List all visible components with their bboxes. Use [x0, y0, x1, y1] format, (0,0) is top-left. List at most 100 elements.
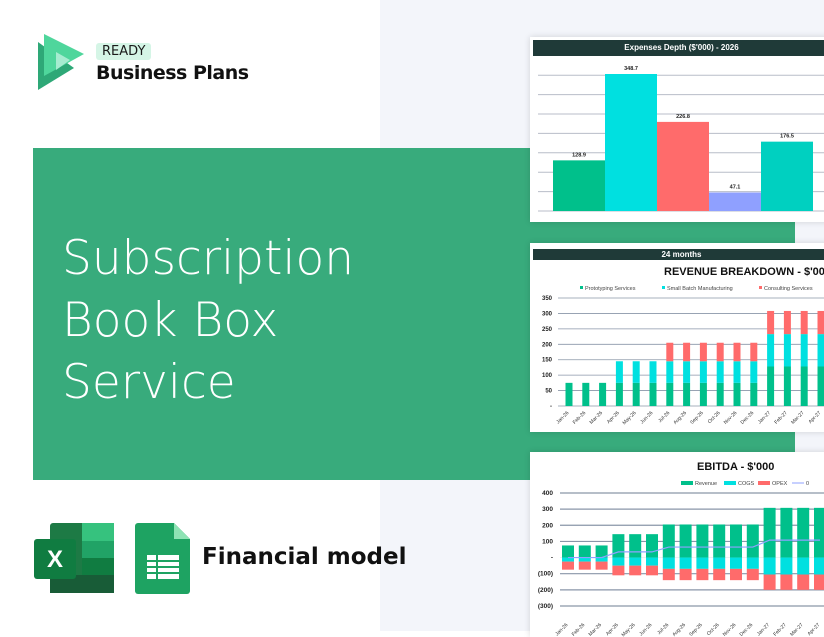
x-tick-label: Jan-27: [756, 622, 771, 637]
data-label: 348.7: [624, 66, 638, 72]
x-tick-label: May-26: [621, 622, 637, 637]
legend-swatch: [681, 481, 693, 485]
bar-segment: [633, 383, 640, 406]
bar-segment: [616, 361, 623, 383]
bar-segment: [579, 558, 591, 562]
x-tick-label: Jun-26: [638, 622, 653, 637]
y-tick-label: 100: [542, 373, 553, 379]
data-label: 176.5: [780, 134, 794, 140]
legend-swatch: [758, 481, 770, 485]
x-tick-label: Apr-27: [808, 410, 823, 425]
bar-segment: [767, 367, 774, 406]
bar-segment: [696, 569, 708, 580]
data-label: 226.8: [676, 114, 690, 120]
bar-segment: [629, 534, 641, 557]
x-tick-label: Apr-26: [606, 410, 621, 425]
x-tick-label: Aug-26: [671, 622, 687, 637]
x-tick-label: Mar-27: [790, 410, 806, 426]
bar-segment: [616, 383, 623, 406]
bar-segment: [629, 566, 641, 576]
brand-name: Business Plans: [96, 62, 249, 84]
bar: [553, 160, 605, 211]
y-tick-label: 100: [542, 538, 553, 545]
brand-logo-icon: [34, 32, 90, 94]
bar-segment: [680, 569, 692, 580]
y-tick-label: 200: [542, 522, 553, 529]
bar-segment: [767, 334, 774, 366]
bar-segment: [646, 534, 658, 557]
bar-segment: [562, 562, 574, 570]
bar-segment: [750, 343, 757, 362]
bar-segment: [612, 558, 624, 566]
bar: [657, 122, 709, 211]
bar-segment: [646, 566, 658, 576]
x-tick-label: Jan-27: [757, 410, 772, 425]
y-tick-label: (200): [538, 587, 553, 594]
x-tick-label: Dec-26: [739, 622, 755, 637]
y-tick-label: 300: [542, 311, 553, 317]
y-tick-label: 250: [542, 327, 553, 333]
bar-segment: [764, 558, 776, 575]
bar-segment: [666, 343, 673, 362]
bar-segment: [784, 334, 791, 366]
data-label: 47.1: [730, 184, 741, 190]
y-tick-label: 300: [542, 506, 553, 513]
x-tick-label: Oct-26: [707, 410, 722, 425]
bar-segment: [797, 508, 809, 558]
x-tick-label: Jan-26: [554, 622, 569, 637]
chart-title: EBITDA - $'000: [697, 461, 774, 473]
bar-segment: [713, 558, 725, 569]
x-tick-label: Mar-27: [789, 622, 805, 637]
y-tick-label: 200: [542, 342, 553, 348]
bar-segment: [784, 311, 791, 334]
financial-model-label: Financial model: [202, 544, 407, 570]
bar-segment: [750, 361, 757, 383]
bar-segment: [734, 383, 741, 406]
bar-segment: [767, 311, 774, 334]
x-tick-label: Nov-26: [722, 622, 738, 637]
bar-segment: [663, 558, 675, 569]
legend-swatch: [759, 286, 762, 289]
x-tick-label: Dec-26: [740, 410, 756, 426]
bar-segment: [814, 575, 824, 590]
bar-segment: [612, 534, 624, 557]
bar-segment: [683, 343, 690, 362]
bar-segment: [696, 558, 708, 569]
bar-segment: [801, 367, 808, 406]
bar-segment: [666, 383, 673, 406]
bar-segment: [700, 343, 707, 362]
bar: [709, 192, 761, 211]
bar-segment: [818, 367, 824, 406]
x-tick-label: Jul-26: [656, 622, 670, 636]
bar-segment: [696, 524, 708, 557]
bar-segment: [683, 383, 690, 406]
bar-segment: [612, 566, 624, 576]
bar-segment: [818, 311, 824, 334]
y-tick-label: 150: [542, 358, 553, 364]
brand-badge: READY: [96, 43, 151, 60]
bar-segment: [717, 383, 724, 406]
bar-segment: [730, 524, 742, 557]
bar-segment: [650, 361, 657, 383]
legend-label: OPEX: [772, 481, 788, 487]
bar-segment: [713, 524, 725, 557]
google-sheets-icon: [134, 521, 192, 595]
y-tick-label: 350: [542, 296, 553, 302]
x-tick-label: Feb-27: [773, 410, 789, 426]
bar-segment: [764, 575, 776, 590]
bar-segment: [683, 361, 690, 383]
bar-segment: [814, 508, 824, 558]
bar-segment: [747, 569, 759, 580]
bar-segment: [818, 334, 824, 366]
bar-segment: [596, 562, 608, 570]
bar-segment: [629, 558, 641, 566]
bar-segment: [814, 558, 824, 575]
page-title: Subscription Book Box Service: [62, 228, 354, 414]
bar-segment: [650, 383, 657, 406]
x-tick-label: Sep-26: [689, 410, 705, 426]
bar: [761, 142, 813, 211]
bar-segment: [801, 311, 808, 334]
chart-title: REVENUE BREAKDOWN - $'000: [664, 266, 824, 278]
